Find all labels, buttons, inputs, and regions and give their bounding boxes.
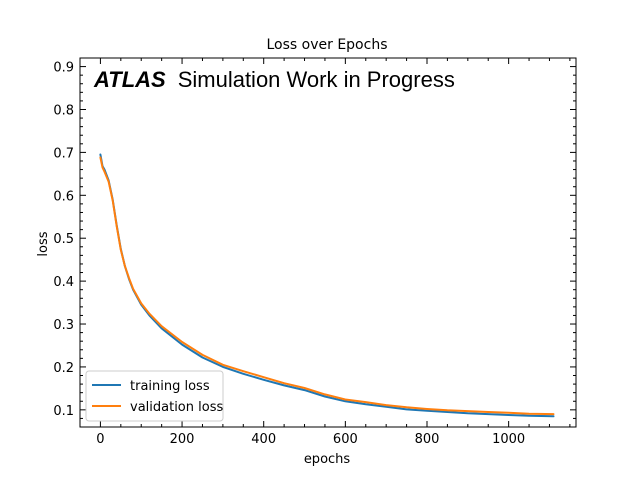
x-tick-label: 200 xyxy=(170,432,195,447)
x-tick-label: 400 xyxy=(251,432,276,447)
y-tick-label: 0.4 xyxy=(53,275,74,290)
y-axis-label: loss xyxy=(36,231,51,256)
atlas-annotation: ATLAS Simulation Work in Progress xyxy=(93,67,455,92)
x-tick-label: 0 xyxy=(96,432,104,447)
y-tick-label: 0.5 xyxy=(53,232,74,247)
x-tick-label: 600 xyxy=(333,432,358,447)
y-tick-label: 0.6 xyxy=(53,189,74,204)
y-tick-label: 0.7 xyxy=(53,146,74,161)
plot-frame xyxy=(79,57,577,428)
chart-title: Loss over Epochs xyxy=(267,37,388,53)
y-tick-label: 0.8 xyxy=(53,103,74,118)
y-tick-label: 0.3 xyxy=(53,318,74,333)
x-tick-label: 800 xyxy=(415,432,440,447)
x-axis-label: epochs xyxy=(304,452,351,467)
y-tick-label: 0.2 xyxy=(53,361,74,376)
y-tick-label: 0.1 xyxy=(53,404,74,419)
series-line-validation xyxy=(99,156,555,416)
atlas-status-label: Simulation Work in Progress xyxy=(178,67,455,92)
legend: training loss validation loss xyxy=(85,370,224,422)
series-layer xyxy=(99,153,555,418)
legend-box xyxy=(85,370,224,422)
y-tick-label: 0.9 xyxy=(53,61,74,76)
legend-label: validation loss xyxy=(130,400,223,415)
atlas-brand: ATLAS xyxy=(93,67,166,92)
legend-label: training loss xyxy=(130,379,210,394)
x-tick-label: 1000 xyxy=(492,432,525,447)
